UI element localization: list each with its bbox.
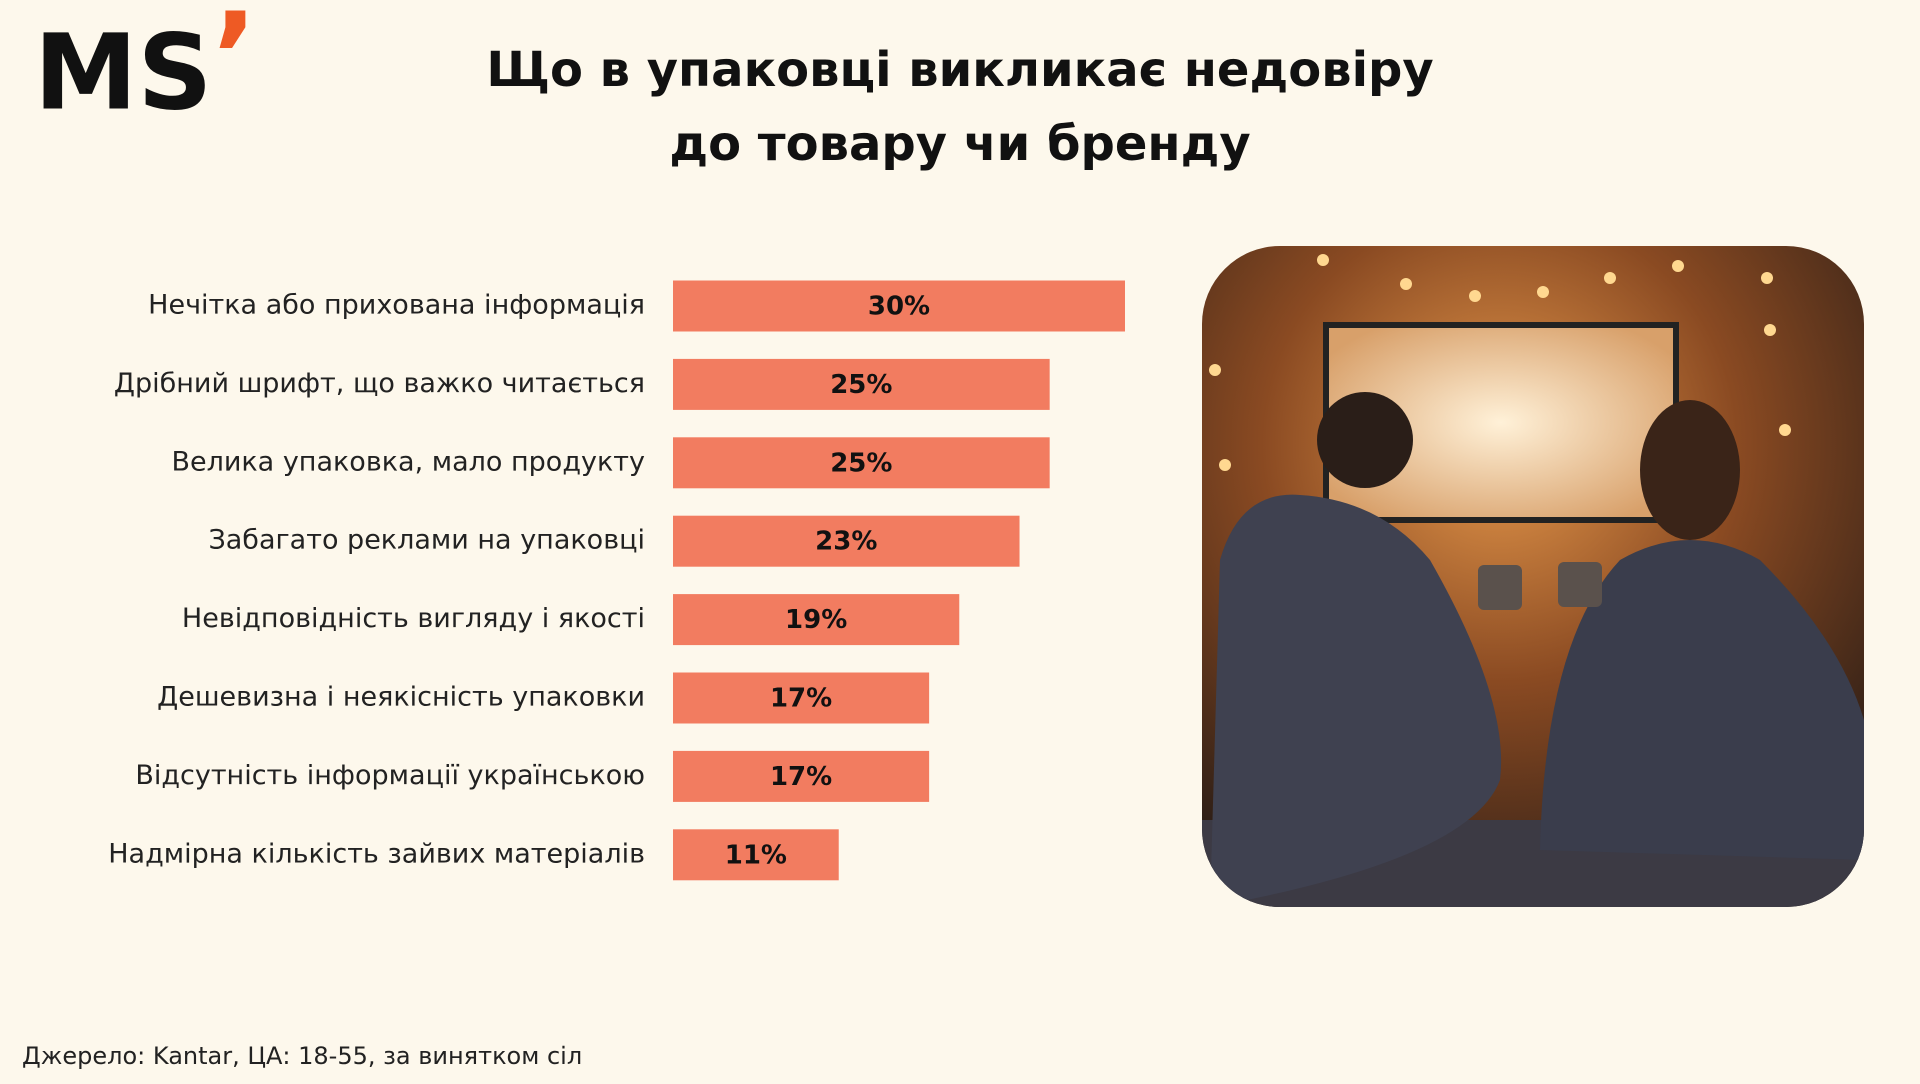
value-label: 19% — [785, 605, 847, 635]
bar — [673, 437, 1050, 489]
source: Джерело: Kantar, ЦА: 18-55, за винятком … — [22, 1042, 582, 1070]
chart-title: Що в упаковці викликає недовіру до товару… — [486, 42, 1433, 172]
category-label: Відсутність інформації українською — [135, 760, 645, 791]
bar — [673, 672, 930, 724]
bar — [673, 594, 960, 646]
category-label: Дешевизна і неякісність упаковки — [157, 682, 645, 713]
category-label: Забагато реклами на упаковці — [208, 525, 645, 556]
bar — [673, 280, 1125, 332]
value-label: 30% — [868, 292, 930, 322]
logo-mark: ’ — [212, 0, 258, 128]
logo-text: MS — [34, 11, 212, 133]
value-label: 17% — [770, 762, 832, 792]
bar — [673, 750, 930, 802]
value-label: 25% — [830, 370, 892, 400]
category-label: Невідповідність вигляду і якості — [182, 603, 645, 634]
category-label: Надмірна кількість зайвих матеріалів — [108, 838, 645, 869]
bar — [673, 358, 1050, 410]
bar — [673, 515, 1020, 567]
category-label: Дрібний шрифт, що важко читається — [114, 368, 645, 399]
value-label: 25% — [830, 448, 892, 478]
category-label: Велика упаковка, мало продукту — [171, 446, 645, 477]
bar — [673, 829, 839, 881]
logo: MS ’ — [34, 0, 258, 133]
title-text: Що в упаковці викликає недовіру до товару… — [486, 42, 1433, 172]
category-label: Нечітка або прихована інформація — [148, 290, 645, 321]
photo — [1202, 246, 1864, 907]
value-label: 11% — [725, 840, 787, 870]
value-label: 17% — [770, 684, 832, 714]
value-label: 23% — [815, 527, 877, 557]
